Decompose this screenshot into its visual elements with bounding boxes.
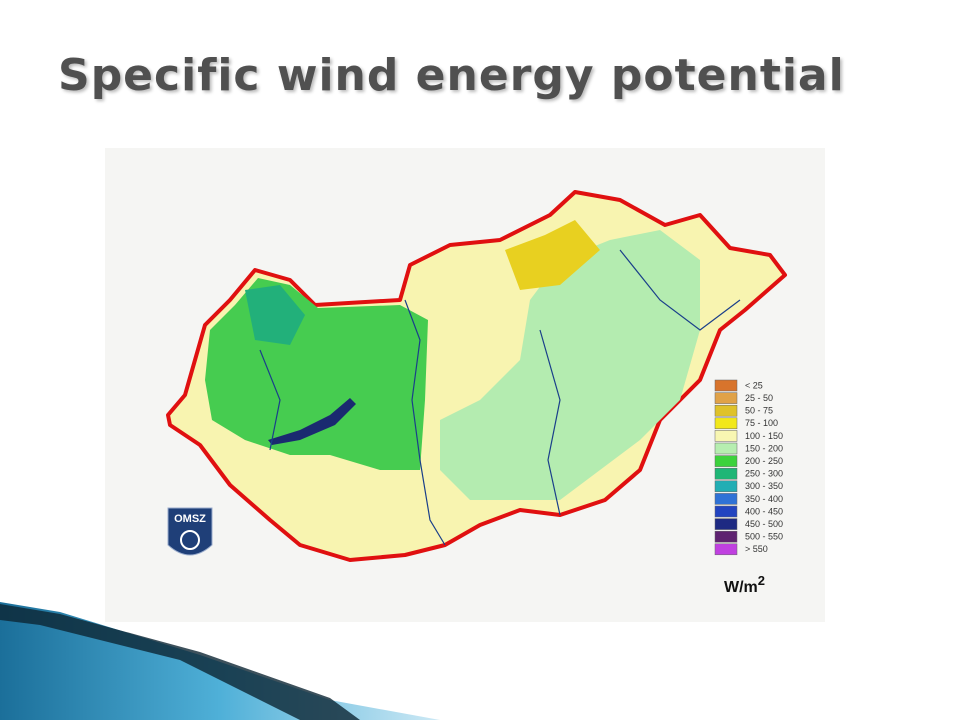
legend-swatch [714, 404, 738, 417]
legend-swatch [714, 467, 738, 480]
legend-swatch [714, 505, 738, 518]
legend-label: 250 - 300 [745, 469, 783, 479]
legend-swatch [714, 442, 738, 455]
region-peak [245, 285, 305, 345]
legend-swatch [714, 392, 738, 404]
logo-emblem [180, 530, 200, 550]
legend-swatch [714, 530, 738, 543]
legend-label: 100 - 150 [745, 431, 783, 441]
legend-label: 400 - 450 [745, 506, 783, 516]
legend-swatch [714, 493, 738, 505]
legend-swatch [714, 455, 738, 467]
legend-label: 150 - 200 [745, 443, 783, 453]
lake [268, 398, 356, 445]
river [259, 249, 741, 546]
decor-swoosh-dark [0, 604, 360, 720]
legend-label: 75 - 100 [745, 418, 778, 428]
legend-label: 300 - 350 [745, 481, 783, 491]
unit-base: W/m [724, 579, 758, 596]
legend-label: 200 - 250 [745, 456, 783, 466]
legend-label: > 550 [745, 544, 768, 554]
legend-swatch [714, 417, 738, 430]
legend-swatch [714, 379, 738, 392]
legend-unit: W/m2 [724, 573, 765, 596]
legend-swatch [714, 543, 738, 556]
legend-label: < 25 [745, 380, 763, 390]
region-low [505, 220, 600, 290]
region-mid [440, 230, 700, 500]
legend-swatch [714, 430, 738, 442]
legend-swatch [714, 518, 738, 530]
legend-swatch [714, 480, 738, 493]
legend: < 25 25 - 50 50 - 75 75 - 100 100 - 150 150 -… [714, 379, 783, 556]
unit-exponent: 2 [758, 573, 765, 588]
legend-label: 50 - 75 [745, 406, 773, 416]
logo-text: OMSZ [174, 513, 206, 525]
legend-label: 25 - 50 [745, 393, 773, 403]
legend-label: 500 - 550 [745, 532, 783, 542]
legend-label: 350 - 400 [745, 494, 783, 504]
legend-label: 450 - 500 [745, 519, 783, 529]
slide-title: Specific wind energy potential [58, 50, 845, 101]
